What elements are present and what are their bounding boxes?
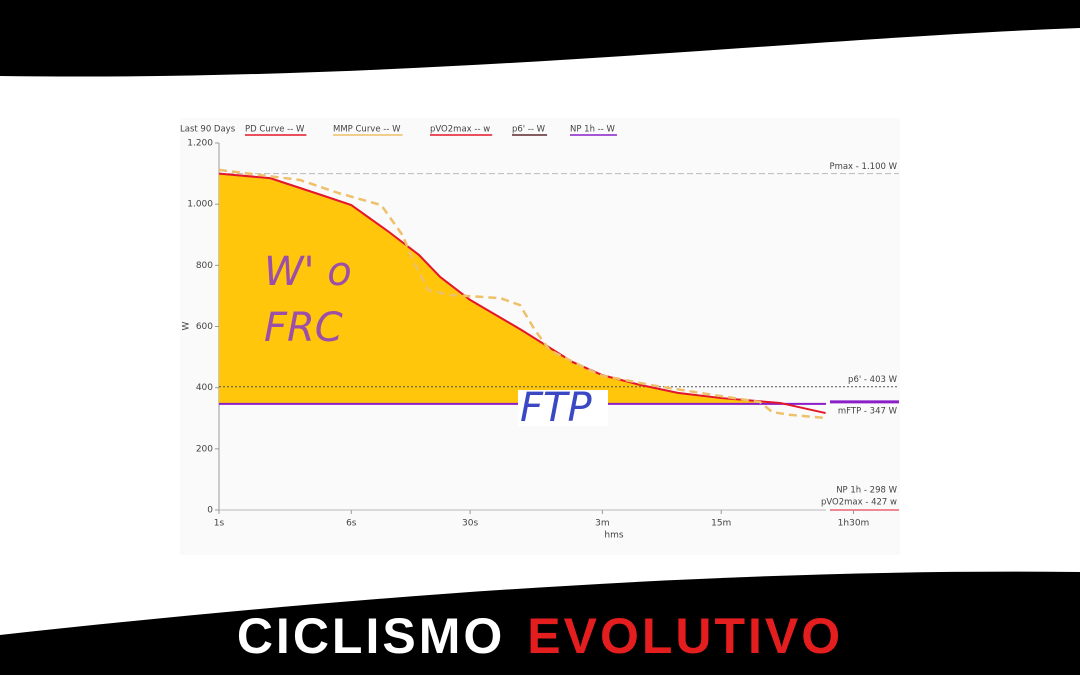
footer-title: CICLISMO EVOLUTIVO bbox=[237, 608, 843, 664]
y-tick-label: 400 bbox=[196, 383, 213, 393]
y-tick-label: 200 bbox=[196, 444, 213, 454]
y-tick-label: 0 bbox=[207, 506, 213, 516]
y-axis-label: W bbox=[182, 321, 192, 330]
x-tick-label: 1h30m bbox=[838, 519, 870, 529]
footer-word: EVOLUTIVO bbox=[527, 608, 843, 664]
legend-label: NP 1h -- W bbox=[570, 125, 616, 135]
legend-label: p6' -- W bbox=[512, 125, 546, 135]
legend-label: PD Curve -- W bbox=[245, 125, 305, 135]
x-axis-label: hms bbox=[604, 531, 623, 541]
x-tick-label: 6s bbox=[346, 519, 357, 529]
y-tick-label: 600 bbox=[196, 322, 213, 332]
reference-label: p6' - 403 W bbox=[848, 375, 898, 385]
x-tick-label: 1s bbox=[214, 519, 225, 529]
area-fill bbox=[219, 173, 785, 404]
top-band bbox=[0, 0, 1080, 77]
footer-word: CICLISMO bbox=[237, 608, 505, 664]
x-tick-label: 3m bbox=[595, 519, 610, 529]
series-line bbox=[218, 172, 826, 415]
y-tick-label: 1.200 bbox=[187, 139, 213, 149]
reference-label: Pmax - 1.100 W bbox=[829, 162, 897, 172]
legend-title: Last 90 Days bbox=[180, 125, 236, 135]
x-tick-label: 15m bbox=[711, 519, 731, 529]
x-tick-label: 30s bbox=[462, 519, 478, 529]
reference-label: mFTP - 347 W bbox=[838, 406, 898, 416]
legend-label: MMP Curve -- W bbox=[333, 125, 401, 135]
annotation: pVO2max - 427 w bbox=[821, 498, 897, 508]
y-tick-label: 1.000 bbox=[187, 200, 213, 210]
annotation: NP 1h - 298 W bbox=[836, 486, 897, 496]
handwritten-note: FRC bbox=[264, 305, 343, 351]
handwritten-note: FTP bbox=[520, 385, 592, 431]
series-line bbox=[218, 168, 826, 420]
bottom-band bbox=[0, 571, 1080, 675]
legend-label: pVO2max -- w bbox=[430, 125, 490, 135]
y-tick-label: 800 bbox=[196, 261, 213, 271]
ftp-box bbox=[518, 390, 608, 426]
handwritten-note: W' o bbox=[264, 249, 352, 295]
